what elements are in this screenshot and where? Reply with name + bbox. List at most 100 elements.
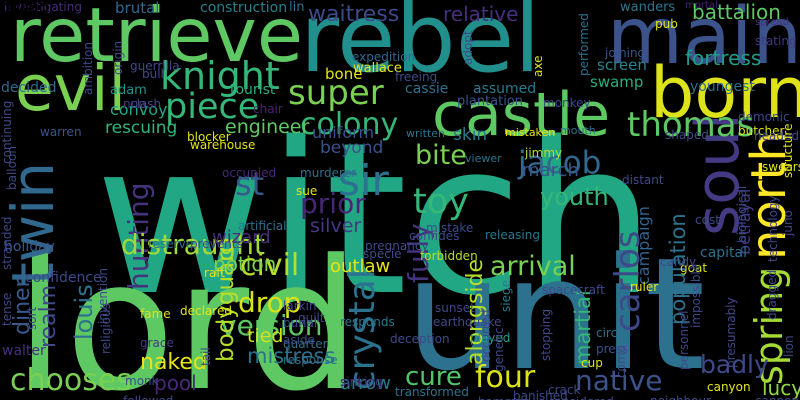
cloud-word: transformed	[395, 385, 469, 399]
cloud-word: relative	[443, 2, 519, 26]
cloud-word: crack	[548, 383, 581, 397]
cloud-word: cure	[405, 362, 462, 392]
cloud-word: construction	[200, 0, 288, 16]
cloud-word: shaped	[665, 128, 709, 142]
cloud-word: jacob	[518, 145, 602, 181]
cloud-word: arrow	[340, 373, 391, 394]
cloud-word: pregnancy	[365, 239, 429, 253]
cloud-word: falling	[0, 0, 50, 17]
cloud-word: headed	[754, 129, 799, 143]
cloud-word: confides	[409, 229, 460, 243]
cloud-word: lord	[15, 222, 361, 400]
cloud-word: personnel	[677, 310, 691, 370]
cloud-word: warren	[40, 125, 82, 139]
cloud-word: sort	[25, 306, 39, 330]
cloud-word: campaign	[634, 206, 653, 285]
cloud-word: press	[596, 342, 629, 356]
cloud-word: occupied	[222, 166, 277, 180]
cloud-word: ruler	[630, 280, 659, 294]
cloud-word: freeing	[395, 70, 438, 84]
cloud-word: bone	[325, 65, 363, 83]
cloud-word: rescuing	[105, 118, 178, 138]
cloud-word: holiday	[4, 239, 55, 255]
cloud-word: responds	[340, 315, 395, 329]
cloud-word: balloon	[5, 146, 19, 190]
cloud-word: skin	[453, 125, 488, 145]
cloud-word: st	[235, 165, 265, 203]
cloud-word: plantation	[457, 94, 524, 109]
cloud-word: beyond	[320, 138, 384, 158]
cloud-word: reserve	[148, 237, 194, 251]
cloud-word: joining	[605, 46, 646, 60]
cloud-word: pool	[154, 371, 197, 395]
cloud-word: cup	[581, 356, 603, 370]
cloud-word: specie	[363, 247, 402, 261]
cloud-word: guerrilla	[130, 59, 180, 73]
cloud-word: arrival	[490, 251, 576, 282]
cloud-word: followed	[123, 395, 173, 400]
cloud-word: tail	[199, 347, 213, 366]
cloud-word: biological	[735, 185, 749, 243]
cloud-word: cannon	[755, 395, 799, 400]
cloud-word: convoy	[110, 100, 168, 119]
cloud-word: fortress	[685, 46, 762, 70]
cloud-word: written	[406, 127, 445, 140]
cloud-word: juno	[781, 210, 795, 236]
cloud-word: outlaw	[330, 256, 391, 277]
cloud-word: presumably	[724, 297, 738, 368]
cloud-word: rebel	[300, 0, 541, 94]
cloud-word: row	[0, 0, 30, 17]
cloud-word: bite	[415, 140, 467, 171]
cloud-word: blocker	[187, 130, 231, 144]
cloud-word: swamp	[590, 73, 644, 91]
cloud-word: uniform	[312, 123, 375, 142]
cloud-word: retrieve	[10, 0, 304, 79]
cloud-word: assumed	[473, 81, 537, 97]
cloud-word: played	[470, 331, 511, 345]
cloud-word: four	[475, 360, 536, 395]
cloud-word: mistaken	[505, 126, 556, 139]
cloud-word: hammer	[478, 396, 529, 400]
cloud-word: native	[575, 364, 663, 397]
cloud-word: battalion	[692, 0, 781, 24]
cloud-word: declared	[180, 304, 232, 318]
cloud-word: forbidden	[420, 249, 478, 263]
cloud-word: quarter	[283, 337, 328, 351]
cloud-word: fame	[140, 307, 171, 321]
cloud-word: coma	[614, 345, 628, 378]
cloud-word: releasing	[485, 228, 540, 242]
cloud-word: performed	[577, 13, 591, 76]
cloud-word: prior	[300, 187, 366, 220]
cloud-word: castle	[432, 80, 611, 150]
cloud-word: martial	[571, 290, 595, 365]
cloud-word: structure	[781, 123, 795, 178]
cloud-word: invention	[96, 267, 110, 324]
cloud-word: badly	[700, 350, 769, 379]
cloud-word: distant	[622, 173, 664, 187]
cloud-word: nun	[123, 97, 146, 111]
cloud-word: axe	[531, 55, 545, 77]
cloud-word: clash	[130, 97, 162, 111]
cloud-word: unit	[405, 224, 706, 400]
cloud-word: genetic	[492, 327, 506, 372]
cloud-word: lin	[289, 0, 305, 15]
cloud-word: stating	[755, 34, 797, 48]
cloud-word: circus	[596, 326, 632, 340]
cloud-word: chair	[253, 102, 283, 116]
cloud-word: lucy	[762, 376, 800, 400]
cloud-word: dragged	[765, 269, 779, 320]
cloud-word: burial	[283, 316, 318, 330]
cloud-word: civil	[240, 248, 300, 283]
cloud-word: walter	[2, 343, 46, 359]
cloud-word: deception	[390, 332, 450, 346]
cloud-word: raft	[204, 266, 226, 280]
cloud-word: colony	[300, 107, 399, 142]
cloud-word: chooses	[10, 363, 132, 398]
cloud-word: witch	[95, 97, 656, 342]
cloud-word: wizard	[212, 227, 271, 248]
cloud-word: cost	[695, 213, 720, 227]
cloud-word: monkey	[543, 96, 591, 110]
cloud-word: impossible	[689, 263, 703, 328]
cloud-word: larkin	[283, 299, 317, 313]
